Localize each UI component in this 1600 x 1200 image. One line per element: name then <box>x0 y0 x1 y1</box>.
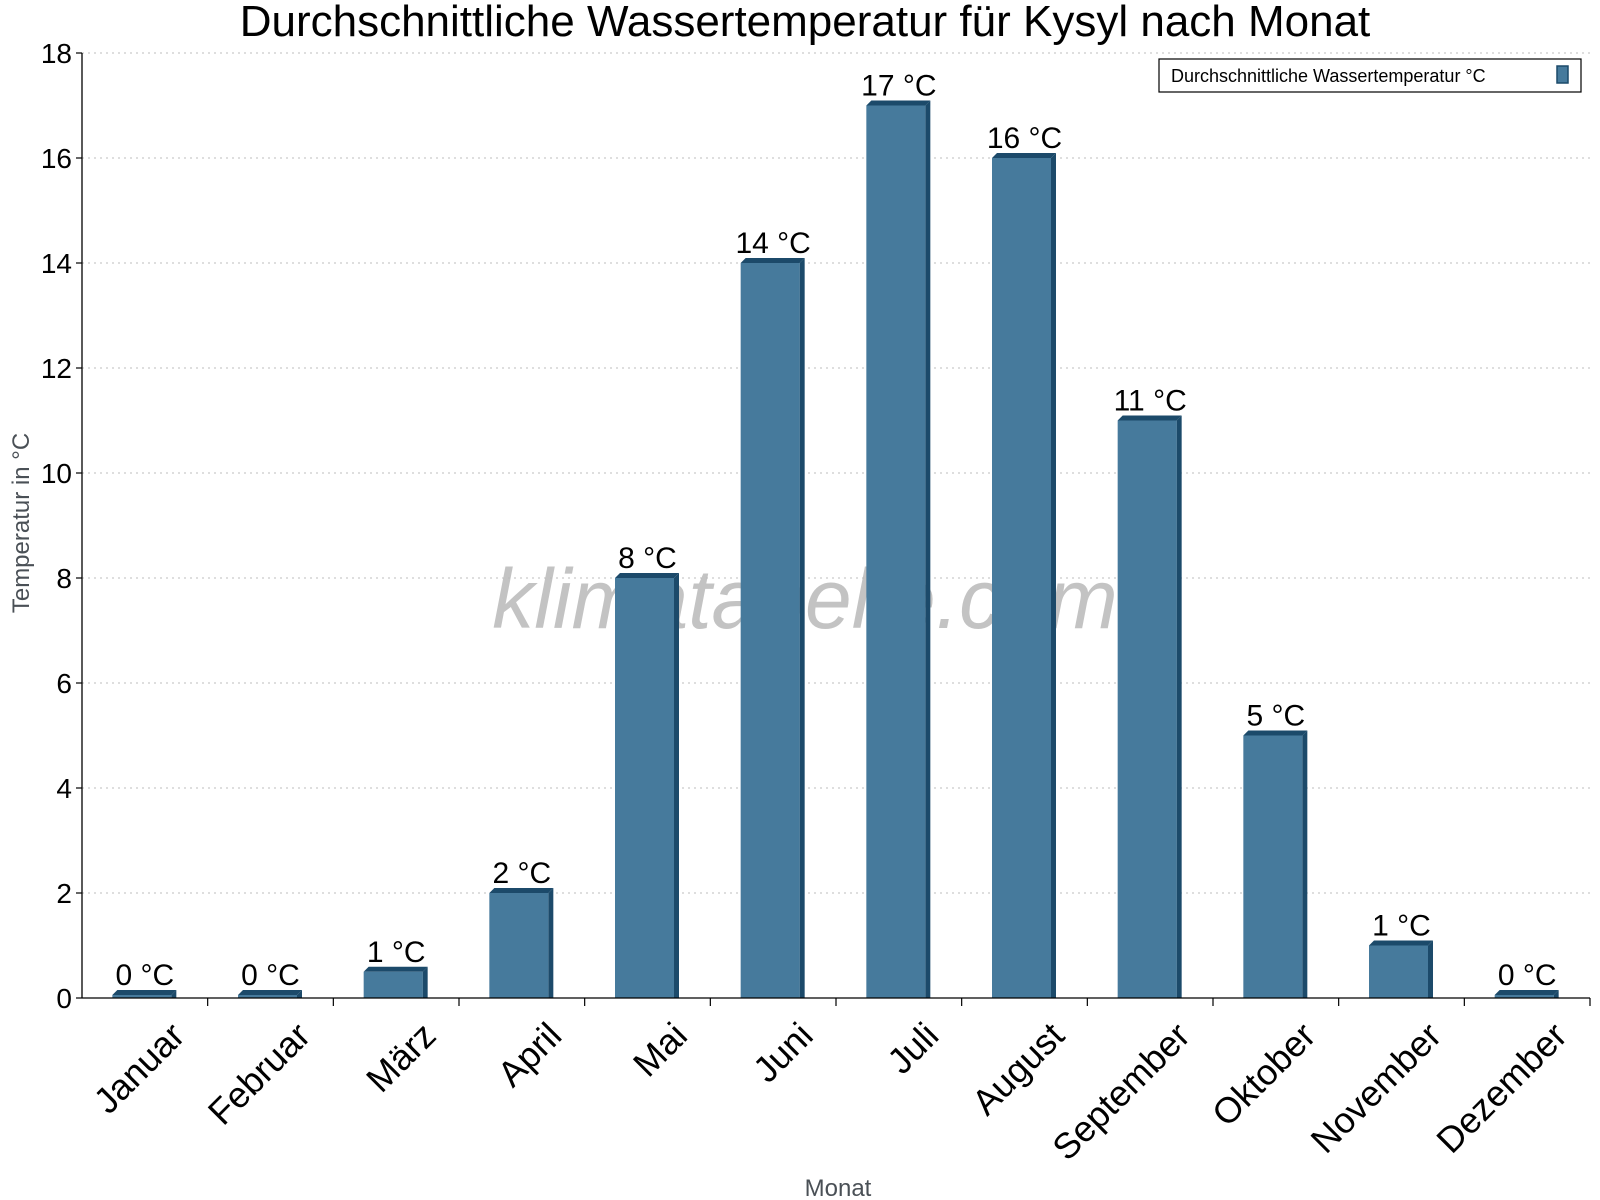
bar <box>1117 420 1177 998</box>
y-tick-label: 2 <box>56 878 72 909</box>
bar-value-label: 1 °C <box>367 936 426 969</box>
bar <box>363 971 423 998</box>
bar <box>866 105 926 998</box>
x-tick-label: Juli <box>879 1014 946 1081</box>
bars: 0 °C 0 °C 1 °C 2 °C 8 °C 14 °C 17 °C 16 °C 11 °C… <box>112 70 1559 998</box>
axes <box>81 53 1590 999</box>
y-tick-label: 16 <box>41 143 72 174</box>
y-tick-label: 18 <box>41 38 72 69</box>
bar <box>992 158 1051 998</box>
bar-value-label: 0 °C <box>115 959 174 992</box>
bar <box>489 893 549 998</box>
x-tick-label: Januar <box>85 1014 192 1121</box>
y-axis-label: Temperatur in °C <box>8 433 35 613</box>
bar-side <box>1302 730 1308 998</box>
bar-value-label: 8 °C <box>618 542 677 575</box>
x-axis-label: Monat <box>805 1175 872 1200</box>
y-tick-label: 8 <box>56 563 72 594</box>
bar-side <box>1051 153 1056 998</box>
y-tick-label: 4 <box>56 773 72 804</box>
bar-top <box>992 153 1056 158</box>
bar <box>1494 995 1554 998</box>
y-tick-label: 6 <box>56 668 72 699</box>
x-tick-label: Oktober <box>1204 1014 1324 1134</box>
bar-side <box>1428 940 1433 998</box>
y-tick-label: 14 <box>41 248 72 279</box>
x-tick-label: September <box>1044 1014 1198 1168</box>
bar-value-label: 2 °C <box>492 857 551 890</box>
x-tick-label: Juni <box>745 1014 821 1090</box>
bar-side <box>925 100 931 998</box>
bar-side <box>1176 415 1182 998</box>
bar <box>740 263 800 998</box>
bar-value-label: 5 °C <box>1246 700 1305 733</box>
bar <box>238 995 297 998</box>
bar-side <box>171 990 177 998</box>
grid-lines <box>82 52 1590 894</box>
bar-side <box>422 966 428 998</box>
bar <box>615 578 674 998</box>
bar-side <box>548 888 554 998</box>
bar-top <box>740 258 805 263</box>
bar <box>1243 735 1303 998</box>
bar-top <box>1243 730 1308 736</box>
x-tick-label: April <box>489 1014 569 1094</box>
legend-box <box>1158 58 1582 93</box>
x-tick-label: August <box>964 1014 1072 1122</box>
bar-top <box>112 990 177 995</box>
x-tick-label: November <box>1303 1014 1449 1160</box>
bar-side <box>1553 990 1559 998</box>
y-tick-label: 0 <box>56 983 72 1014</box>
bar-top <box>866 100 931 106</box>
x-tick-label: Dezember <box>1428 1014 1574 1160</box>
bar <box>1369 945 1428 998</box>
y-tick-label: 12 <box>41 353 72 384</box>
bar <box>112 995 172 998</box>
bar-value-label: 17 °C <box>861 70 936 103</box>
x-tick-label: Februar <box>200 1014 318 1132</box>
x-tick-label: März <box>358 1014 444 1100</box>
bar-top <box>1117 415 1182 421</box>
legend: Durchschnittliche Wassertemperatur °C <box>1158 58 1582 93</box>
bar-top <box>1494 990 1559 995</box>
bar-value-label: 14 °C <box>735 227 810 260</box>
x-tick-label: Mai <box>625 1014 695 1084</box>
y-tick-label: 10 <box>41 458 72 489</box>
bar-value-label: 1 °C <box>1372 910 1431 943</box>
bar-top <box>363 966 428 972</box>
bar-top <box>238 990 302 995</box>
x-axis-ticks: Januar Februar März April Mai Juni Juli AugustS… <box>85 998 1591 1168</box>
y-axis-ticks: 0 2 4 6 8 10 12 14 16 18 <box>41 38 82 1014</box>
bar-top <box>1369 940 1433 946</box>
bar-value-label: 16 °C <box>987 122 1062 155</box>
bar-side <box>297 990 302 998</box>
bar-side <box>674 573 679 998</box>
bar-side <box>799 258 805 998</box>
bar-value-label: 0 °C <box>241 959 300 992</box>
legend-entry: Durchschnittliche Wassertemperatur °C <box>1171 66 1486 86</box>
chart-title: Durchschnittliche Wassertemperatur für K… <box>240 0 1371 46</box>
bar-value-label: 11 °C <box>1114 385 1187 418</box>
bar-top <box>615 573 679 578</box>
bar-top <box>489 888 554 893</box>
legend-swatch <box>1556 65 1569 84</box>
bar-value-label: 0 °C <box>1498 959 1557 992</box>
